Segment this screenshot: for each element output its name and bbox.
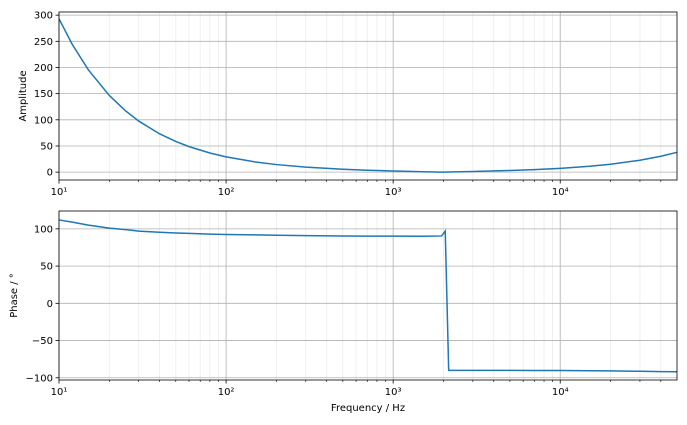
x-tick-label: 10³	[385, 187, 402, 198]
axes-frame	[58, 210, 678, 381]
y-tick-label: 100	[34, 224, 53, 235]
x-tick-label: 10²	[218, 187, 235, 198]
y-tick-label: 150	[34, 89, 53, 100]
y-tick-label: 50	[40, 141, 53, 152]
x-tick-label: 10²	[218, 387, 235, 398]
y-tick-label: 100	[34, 115, 53, 126]
y-axis-label: Phase / °	[9, 273, 20, 318]
y-tick-label: 50	[40, 262, 53, 273]
y-tick-label: 250	[34, 37, 53, 48]
x-tick-label: 10³	[385, 387, 402, 398]
y-tick-label: −50	[32, 336, 53, 347]
y-tick-label: 0	[47, 168, 53, 179]
y-tick-label: 200	[34, 63, 53, 74]
y-tick-label: −100	[26, 373, 53, 384]
x-tick-label: 10¹	[51, 187, 68, 198]
x-tick-label: 10¹	[51, 387, 68, 398]
x-tick-label: 10⁴	[552, 387, 569, 398]
y-axis-label: Amplitude	[18, 70, 29, 121]
data-line	[58, 18, 678, 173]
data-line	[58, 219, 678, 373]
x-tick-label: 10⁴	[552, 187, 569, 198]
y-tick-label: 300	[34, 11, 53, 22]
x-axis-label: Frequency / Hz	[331, 403, 405, 414]
axes-frame	[58, 11, 678, 181]
y-tick-label: 0	[47, 299, 53, 310]
